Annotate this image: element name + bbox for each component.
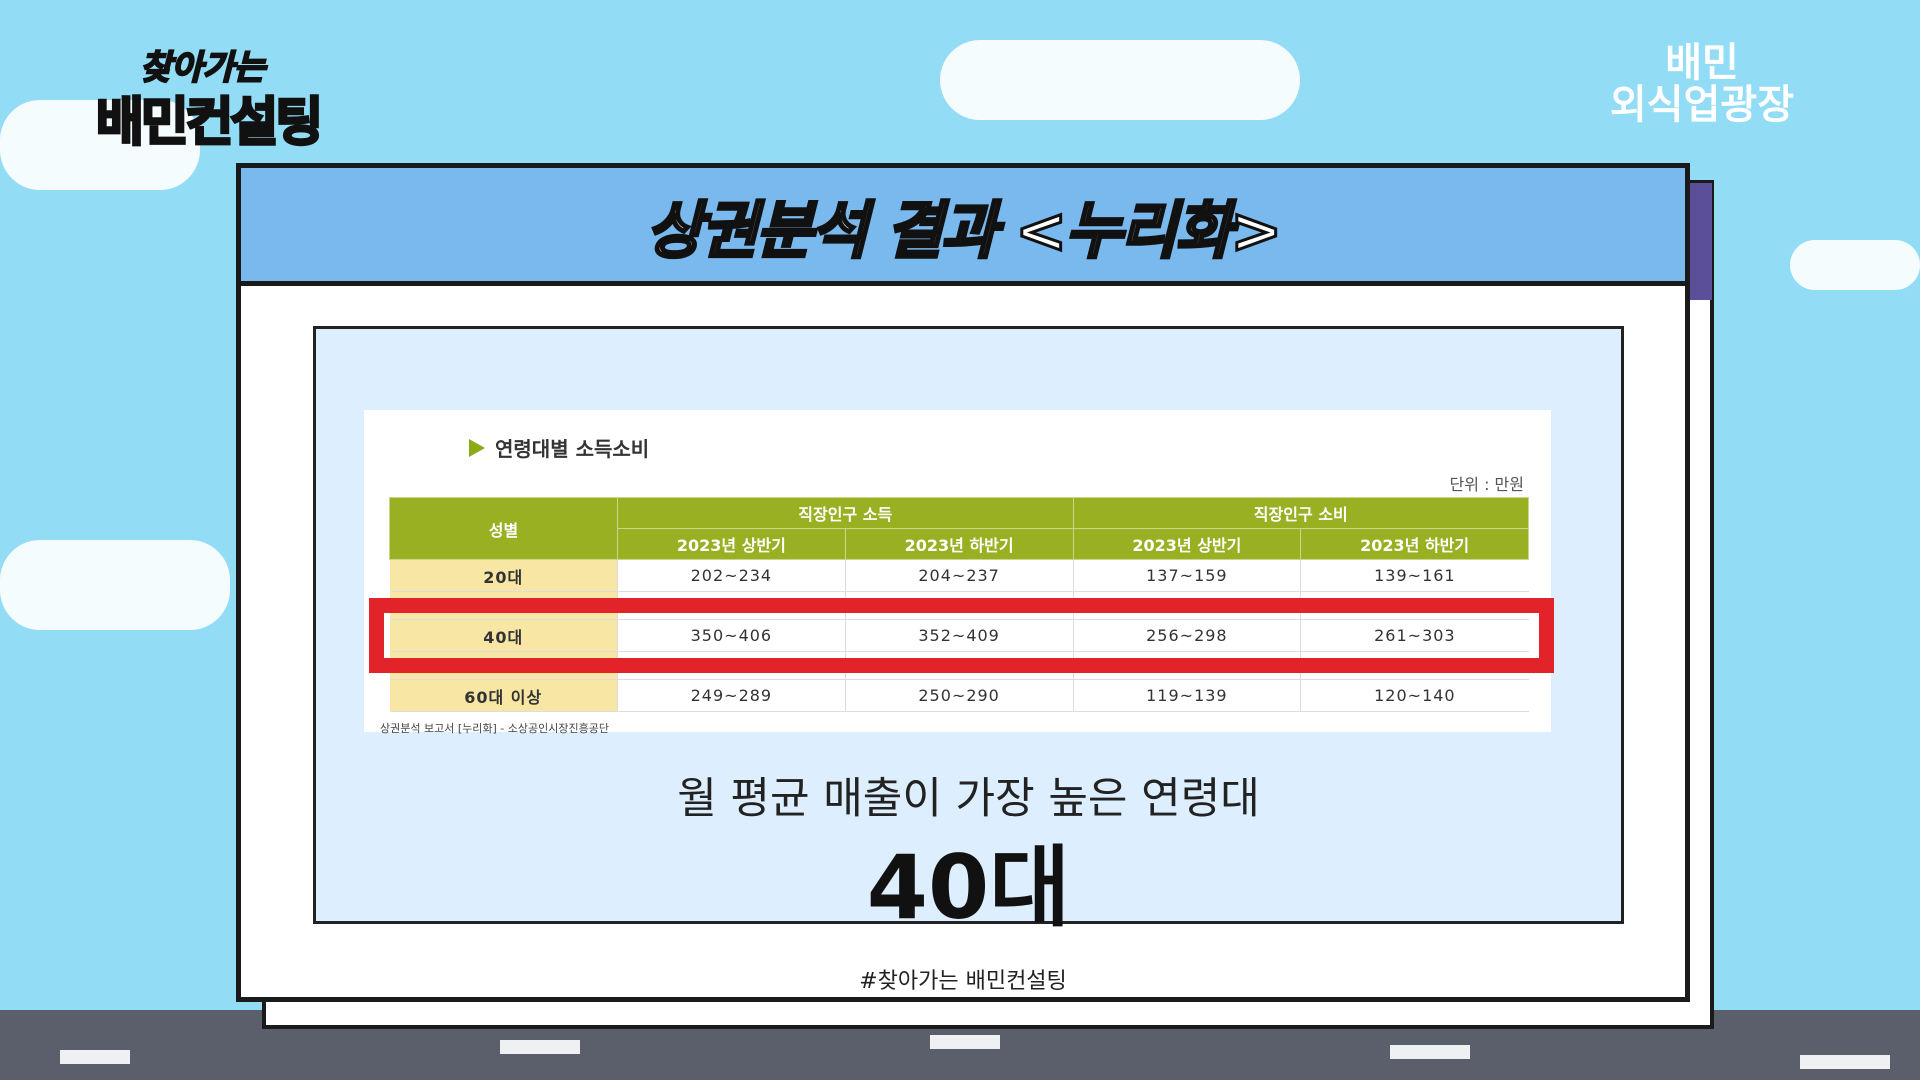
header-period: 2023년 상반기 — [617, 528, 846, 560]
age-cell: 60대 이상 — [389, 679, 618, 712]
header-row-label: 성별 — [389, 497, 618, 560]
header-period: 2023년 하반기 — [1300, 528, 1529, 560]
cloud — [0, 100, 200, 190]
hashtag: #찾아가는 배민컨설팅 — [859, 969, 1067, 994]
logo-text: 배민 — [1665, 40, 1739, 86]
age-cell: 40대 — [389, 619, 618, 652]
title-bar: 상권분석 결과 <누리화> — [241, 168, 1685, 286]
value-cell: 119~139 — [1072, 679, 1301, 712]
value-cell: 250~290 — [844, 679, 1073, 712]
card-accent — [1690, 183, 1712, 300]
table-row: 60대 이상 249~289 250~290 119~139 120~140 — [389, 679, 1529, 712]
value-cell: 202~234 — [617, 559, 846, 592]
value-cell: 249~289 — [617, 679, 846, 712]
highlight-result: 40대 — [866, 836, 1071, 939]
table-heading: 연령대별 소득소비 — [469, 433, 649, 462]
highlight-box — [369, 598, 1554, 673]
value-cell: 352~409 — [844, 619, 1073, 652]
header-group: 직장인구 소비 — [1072, 497, 1529, 529]
value-cell: 137~159 — [1072, 559, 1301, 592]
cloud — [1790, 240, 1920, 290]
content-panel: 연령대별 소득소비 단위 : 만원 성별 직장인구 소득 직장인구 소비 202… — [313, 326, 1624, 939]
unit-label: 단위 : 만원 — [1449, 475, 1524, 494]
header-period: 2023년 상반기 — [1072, 528, 1302, 560]
cloud — [940, 40, 1300, 120]
logo-text: 찾아가는 — [139, 47, 266, 89]
cloud — [0, 540, 230, 630]
logo-text: 외식업광장 — [1610, 82, 1794, 128]
header-period: 2023년 하반기 — [844, 528, 1074, 560]
header-group: 직장인구 소득 — [617, 497, 1074, 529]
value-cell: 120~140 — [1300, 679, 1529, 712]
baemin-foodservice-logo: 배민 외식업광장 — [1610, 42, 1794, 126]
age-cell: 20대 — [389, 559, 618, 592]
value-cell: 261~303 — [1300, 619, 1529, 652]
value-cell: 139~161 — [1300, 559, 1529, 592]
subtitle: 월 평균 매출이 가장 높은 연령대 — [677, 774, 1260, 824]
value-cell: 204~237 — [844, 559, 1073, 592]
value-cell: 350~406 — [617, 619, 846, 652]
baemin-consulting-logo: 찾아가는 배민컨설팅 — [90, 40, 350, 155]
income-table: 성별 직장인구 소득 직장인구 소비 2023년 상반기 2023년 하반기 2… — [389, 497, 1529, 712]
logo-text: 배민컨설팅 — [94, 92, 324, 155]
slide-title: 상권분석 결과 <누리화> — [644, 192, 1283, 268]
value-cell: 256~298 — [1072, 619, 1301, 652]
table-row: 40대 350~406 352~409 256~298 261~303 — [389, 619, 1529, 652]
table-row: 20대 202~234 204~237 137~159 139~161 — [389, 559, 1529, 592]
table-heading-text: 연령대별 소득소비 — [495, 437, 650, 461]
slide-card: 상권분석 결과 <누리화> 연령대별 소득소비 단위 : 만원 성별 직장인구 … — [236, 163, 1690, 1002]
income-table-image: 연령대별 소득소비 단위 : 만원 성별 직장인구 소득 직장인구 소비 202… — [364, 410, 1554, 735]
play-triangle-icon — [469, 438, 485, 457]
source-caption: 상권분석 보고서 [누리화] - 소상공인시장진흥공단 — [380, 722, 609, 735]
